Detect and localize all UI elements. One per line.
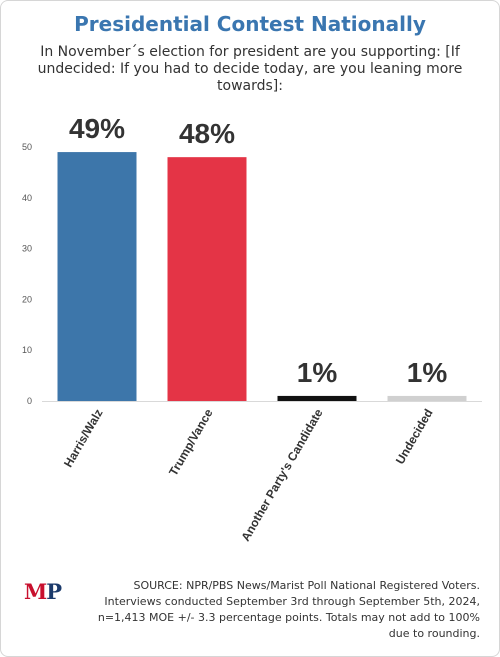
data-label: 48%	[179, 118, 235, 149]
y-tick-label: 30	[22, 244, 32, 254]
data-label: 49%	[69, 113, 125, 144]
category-label: Undecided	[393, 407, 436, 467]
bar-chart: 0 10 20 30 40 50 49% Harris/Walz 48% Trump/Vance 1…	[22, 113, 482, 544]
category-label: Harris/Walz	[61, 407, 106, 470]
category-label: Another Party's Candidate	[238, 406, 325, 543]
marist-poll-logo: MP	[24, 579, 62, 604]
chart-title: Presidential Contest Nationally	[74, 12, 426, 36]
y-tick-label: 0	[27, 396, 32, 406]
bar	[167, 157, 247, 401]
data-label: 1%	[407, 357, 448, 388]
bar	[277, 395, 357, 401]
bar	[387, 395, 467, 401]
data-label: 1%	[297, 357, 338, 388]
y-tick-label: 10	[22, 345, 32, 355]
category-label: Trump/Vance	[166, 406, 216, 478]
y-tick-label: 20	[22, 294, 32, 304]
source-note: SOURCE: NPR/PBS News/Marist Poll Nationa…	[97, 579, 480, 640]
bar	[57, 152, 137, 401]
chart-subtitle: In November´s election for president are…	[37, 44, 463, 94]
y-tick-label: 40	[22, 193, 32, 203]
y-tick-label: 50	[22, 142, 32, 152]
